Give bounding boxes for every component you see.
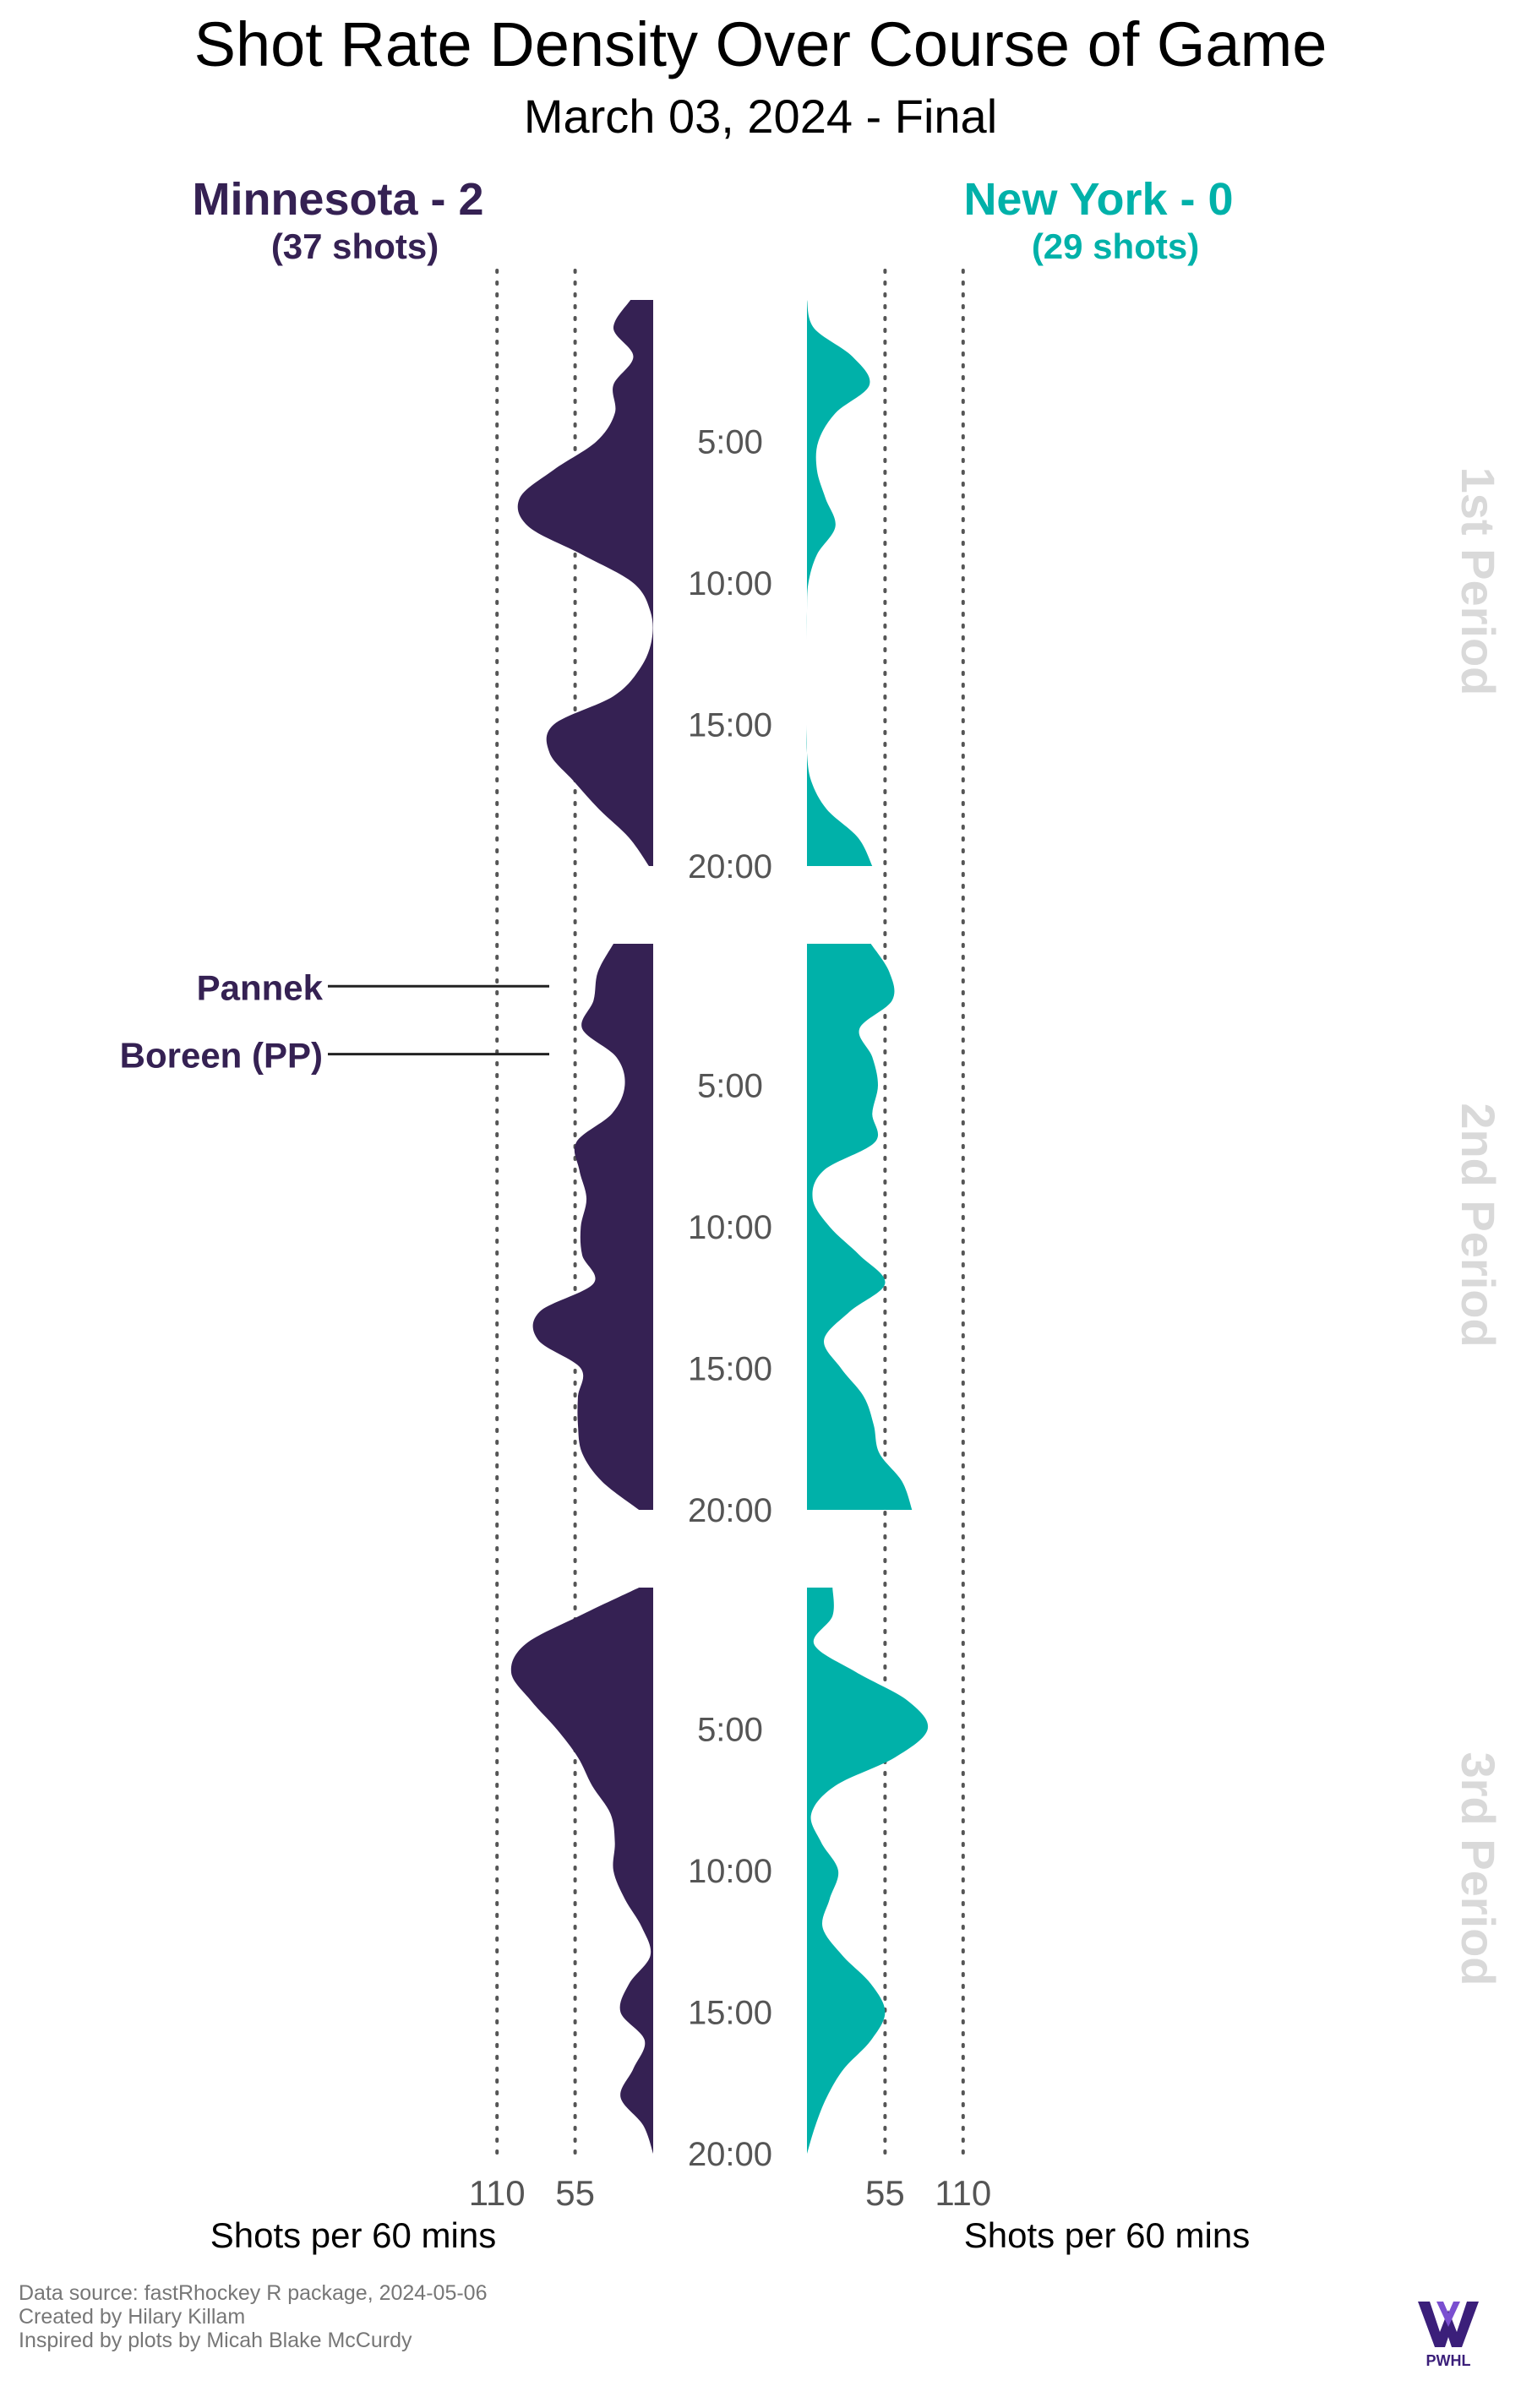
time-tick-label: 20:00	[688, 848, 772, 885]
minnesota-density-period-1	[517, 300, 653, 866]
footer-credit: Created by Hilary Killam	[19, 2305, 246, 2329]
team-right-name: New York - 0	[963, 174, 1234, 225]
new-york-density-period-2	[807, 944, 913, 1510]
rate-tick-label: 55	[555, 2173, 595, 2213]
period-label-3: 3rd Period	[1452, 1752, 1505, 1986]
rate-tick-label: 110	[469, 2173, 526, 2213]
time-tick-label: 20:00	[688, 1492, 772, 1529]
time-tick-label: 10:00	[688, 1209, 772, 1246]
pwhl-logo-text: PWHL	[1426, 2352, 1471, 2369]
time-tick-label: 5:00	[697, 1068, 763, 1105]
rate-tick-label: 110	[935, 2173, 991, 2213]
time-tick-label: 10:00	[688, 565, 772, 602]
team-right-shots: (29 shots)	[1031, 226, 1200, 266]
time-tick-label: 10:00	[688, 1853, 772, 1890]
pwhl-logo-icon: PWHL	[1418, 2302, 1479, 2369]
team-left-shots: (37 shots)	[270, 226, 439, 266]
minnesota-density-period-2	[532, 944, 653, 1510]
time-tick-label: 5:00	[697, 1712, 763, 1749]
minnesota-density-period-3	[510, 1588, 653, 2154]
period-label-2: 2nd Period	[1452, 1103, 1505, 1347]
new-york-density-period-1	[806, 300, 873, 866]
new-york-density-period-3	[807, 1588, 929, 2154]
left-axis-title: Shots per 60 mins	[210, 2215, 497, 2255]
period-label-1: 1st Period	[1452, 467, 1505, 696]
rate-tick-label: 55	[865, 2173, 905, 2213]
annotation-label-2: Boreen (PP)	[120, 1036, 323, 1076]
footer-inspired: Inspired by plots by Micah Blake McCurdy	[19, 2329, 412, 2352]
time-tick-label: 15:00	[688, 1995, 772, 2032]
footer-source: Data source: fastRhockey R package, 2024…	[19, 2281, 488, 2305]
time-tick-label: 15:00	[688, 707, 772, 744]
time-tick-label: 15:00	[688, 1351, 772, 1388]
annotation-label-1: Pannek	[197, 967, 324, 1007]
team-left-name: Minnesota - 2	[192, 174, 484, 225]
time-tick-label: 20:00	[688, 2136, 772, 2173]
time-tick-label: 5:00	[697, 424, 763, 461]
chart-title: Shot Rate Density Over Course of Game	[194, 9, 1327, 79]
right-axis-title: Shots per 60 mins	[964, 2215, 1251, 2255]
chart-subtitle: March 03, 2024 - Final	[523, 90, 998, 143]
